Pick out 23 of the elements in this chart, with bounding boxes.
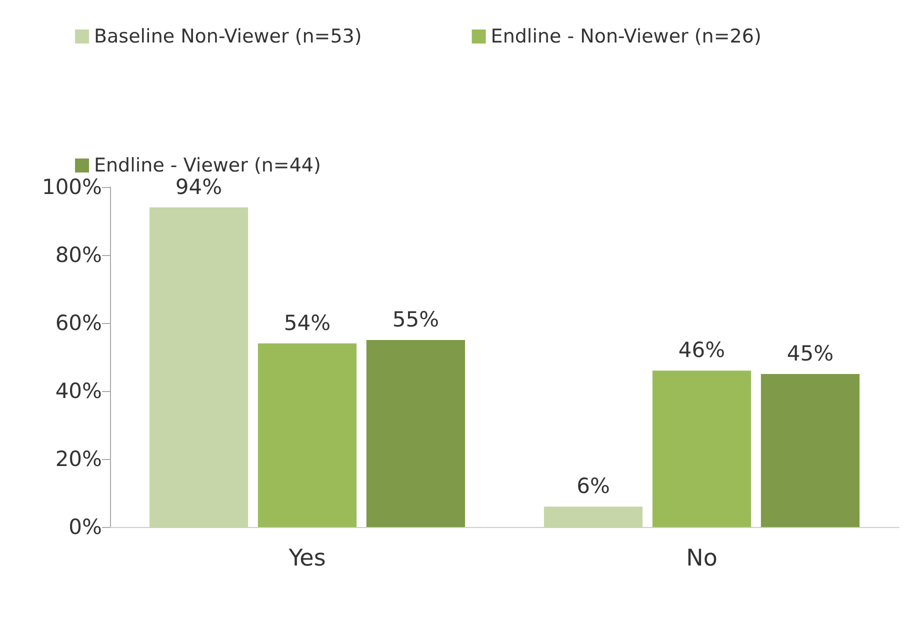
bar: [258, 343, 357, 527]
x-tick-label: Yes: [288, 546, 326, 572]
legend-label: Endline - Non-Viewer (n=26): [490, 26, 762, 48]
data-label: 46%: [678, 338, 726, 362]
data-label: 54%: [284, 310, 331, 335]
legend-label: Baseline Non-Viewer (n=53): [94, 26, 362, 48]
data-label: 94%: [175, 174, 222, 199]
y-tick-label: 60%: [55, 311, 102, 335]
y-tick-label: 0%: [68, 515, 102, 539]
x-tick-label: No: [686, 546, 718, 572]
bar: [149, 207, 248, 527]
y-tick-label: 40%: [55, 379, 102, 403]
legend-label: Endline - Viewer (n=44): [94, 154, 321, 176]
bar: [544, 506, 643, 527]
y-tick-label: 20%: [55, 447, 102, 471]
bar: [366, 340, 466, 527]
y-tick-label: 100%: [42, 175, 102, 199]
y-tick-label: 80%: [55, 243, 102, 267]
bar: [760, 374, 860, 527]
data-label: 6%: [576, 474, 610, 498]
data-label: 55%: [392, 308, 440, 332]
bar: [652, 370, 752, 527]
data-label: 45%: [786, 342, 834, 366]
